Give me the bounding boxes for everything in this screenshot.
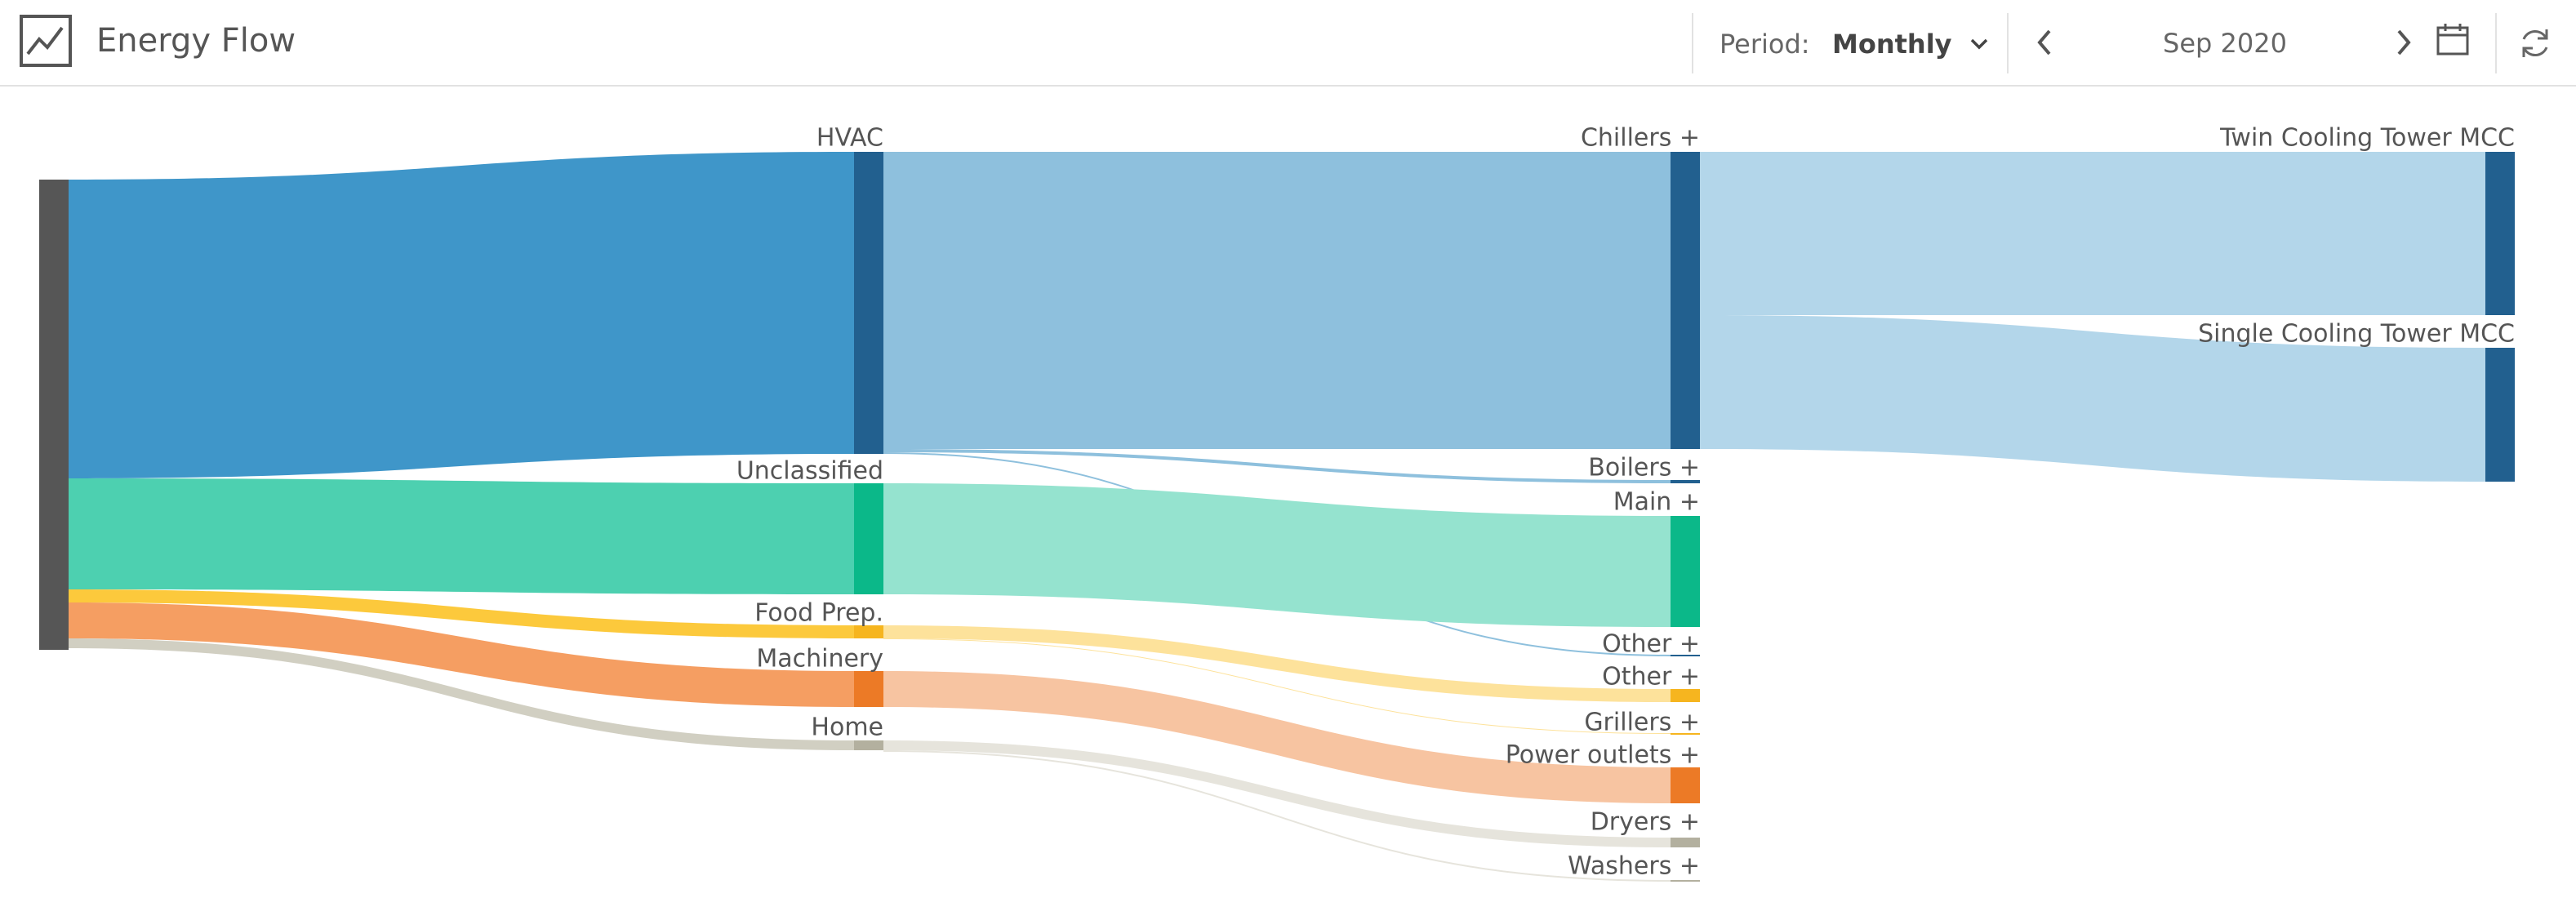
link-hvac-boilers bbox=[883, 449, 1671, 483]
sankey-label-grillers[interactable]: Grillers + bbox=[1584, 709, 1700, 737]
sankey-node-home[interactable] bbox=[854, 740, 883, 750]
refresh-icon[interactable] bbox=[2516, 24, 2554, 62]
header-bar: Energy Flow Period: Monthly Sep 2020 bbox=[0, 0, 2576, 87]
link-source-home bbox=[69, 638, 854, 750]
sankey-label-unclassified[interactable]: Unclassified bbox=[736, 457, 883, 486]
sankey-node-dryers[interactable] bbox=[1671, 838, 1700, 847]
sankey-label-other1[interactable]: Other + bbox=[1602, 630, 1700, 659]
link-source-hvac bbox=[69, 152, 854, 478]
sankey-chart: HVAC Unclassified Food Prep. Machinery Home C… bbox=[39, 124, 2515, 882]
sankey-label-food[interactable]: Food Prep. bbox=[754, 599, 883, 628]
period-label: Period: bbox=[1720, 29, 1810, 60]
sankey-node-single[interactable] bbox=[2485, 348, 2515, 482]
sankey-node-main[interactable] bbox=[1671, 516, 1700, 627]
toolbar-divider bbox=[2007, 13, 2009, 73]
sankey-nodes bbox=[39, 152, 2515, 882]
link-machinery-power bbox=[883, 671, 1671, 803]
sankey-node-hvac[interactable] bbox=[854, 152, 883, 454]
sankey-label-home[interactable]: Home bbox=[811, 714, 883, 742]
sankey-node-boilers[interactable] bbox=[1671, 480, 1700, 483]
sankey-node-twin[interactable] bbox=[2485, 152, 2515, 315]
sankey-node-grillers[interactable] bbox=[1671, 733, 1700, 735]
link-source-machinery bbox=[69, 602, 854, 707]
sankey-label-machinery[interactable]: Machinery bbox=[756, 645, 883, 674]
sankey-label-other2[interactable]: Other + bbox=[1602, 663, 1700, 691]
link-unclassified-main bbox=[883, 483, 1671, 627]
period-dropdown[interactable]: Monthly bbox=[1832, 18, 1991, 70]
chevron-right-icon[interactable] bbox=[2389, 24, 2418, 60]
link-source-unclassified bbox=[69, 478, 854, 594]
sankey-node-power[interactable] bbox=[1671, 767, 1700, 803]
link-home-washers bbox=[883, 750, 1671, 882]
sankey-node-machinery[interactable] bbox=[854, 671, 883, 707]
calendar-icon[interactable] bbox=[2435, 21, 2471, 57]
link-home-dryers bbox=[883, 740, 1671, 847]
sankey-node-source[interactable] bbox=[39, 180, 69, 650]
sankey-label-power[interactable]: Power outlets + bbox=[1506, 741, 1700, 770]
date-display: Sep 2020 bbox=[2163, 28, 2287, 59]
toolbar-divider bbox=[2495, 13, 2497, 73]
toolbar-divider bbox=[1692, 13, 1693, 73]
link-food-other bbox=[883, 625, 1671, 702]
sankey-node-unclassified[interactable] bbox=[854, 483, 883, 594]
sankey-label-boilers[interactable]: Boilers + bbox=[1588, 454, 1700, 482]
sankey-label-main[interactable]: Main + bbox=[1613, 488, 1700, 517]
sankey-label-twin[interactable]: Twin Cooling Tower MCC bbox=[2219, 124, 2515, 153]
sankey-label-single[interactable]: Single Cooling Tower MCC bbox=[2198, 320, 2515, 349]
line-chart-icon bbox=[20, 15, 72, 67]
period-selected-value: Monthly bbox=[1832, 29, 1952, 60]
sankey-node-food[interactable] bbox=[854, 625, 883, 638]
sankey-node-other1[interactable] bbox=[1671, 655, 1700, 656]
sankey-label-chillers[interactable]: Chillers + bbox=[1581, 124, 1700, 153]
link-source-food bbox=[69, 589, 854, 638]
sankey-node-washers[interactable] bbox=[1671, 880, 1700, 882]
page-title: Energy Flow bbox=[96, 22, 296, 60]
chevron-left-icon[interactable] bbox=[2030, 24, 2059, 60]
link-chillers-single bbox=[1700, 315, 2485, 482]
sankey-label-hvac[interactable]: HVAC bbox=[816, 124, 883, 153]
link-food-grillers bbox=[883, 638, 1671, 734]
sankey-label-dryers[interactable]: Dryers + bbox=[1591, 808, 1700, 837]
sankey-node-chillers[interactable] bbox=[1671, 152, 1700, 449]
sankey-label-washers[interactable]: Washers + bbox=[1568, 852, 1700, 881]
link-chillers-twin bbox=[1700, 152, 2485, 315]
sankey-node-other2[interactable] bbox=[1671, 689, 1700, 702]
sankey-links bbox=[69, 152, 2485, 882]
sankey-labels: HVAC Unclassified Food Prep. Machinery Home C… bbox=[736, 124, 2515, 881]
chevron-down-icon bbox=[1970, 38, 1987, 50]
link-hvac-chillers bbox=[883, 152, 1671, 449]
